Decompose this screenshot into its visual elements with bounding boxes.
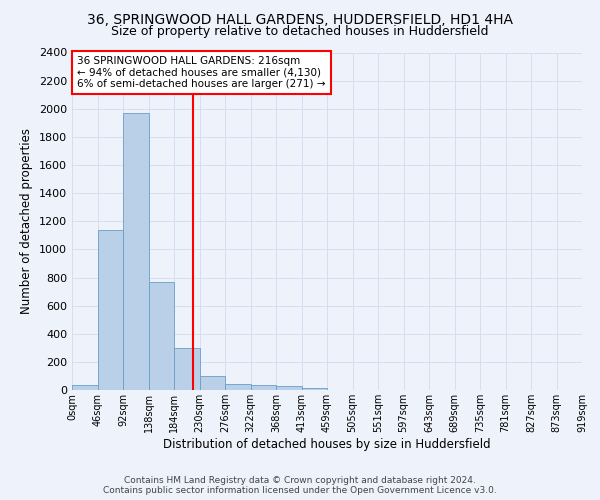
Y-axis label: Number of detached properties: Number of detached properties bbox=[20, 128, 34, 314]
Bar bbox=[174, 348, 199, 390]
Text: 36, SPRINGWOOD HALL GARDENS, HUDDERSFIELD, HD1 4HA: 36, SPRINGWOOD HALL GARDENS, HUDDERSFIEL… bbox=[87, 12, 513, 26]
Text: Size of property relative to detached houses in Huddersfield: Size of property relative to detached ho… bbox=[111, 25, 489, 38]
Bar bbox=[97, 230, 123, 390]
Bar bbox=[72, 385, 97, 390]
Bar bbox=[123, 113, 149, 390]
Bar bbox=[251, 384, 276, 390]
Bar bbox=[149, 282, 174, 390]
Text: Contains HM Land Registry data © Crown copyright and database right 2024.
Contai: Contains HM Land Registry data © Crown c… bbox=[103, 476, 497, 495]
Bar bbox=[199, 376, 225, 390]
Text: 36 SPRINGWOOD HALL GARDENS: 216sqm
← 94% of detached houses are smaller (4,130)
: 36 SPRINGWOOD HALL GARDENS: 216sqm ← 94%… bbox=[77, 56, 326, 89]
Bar bbox=[276, 386, 302, 390]
X-axis label: Distribution of detached houses by size in Huddersfield: Distribution of detached houses by size … bbox=[163, 438, 491, 450]
Bar bbox=[302, 388, 327, 390]
Bar bbox=[225, 384, 251, 390]
